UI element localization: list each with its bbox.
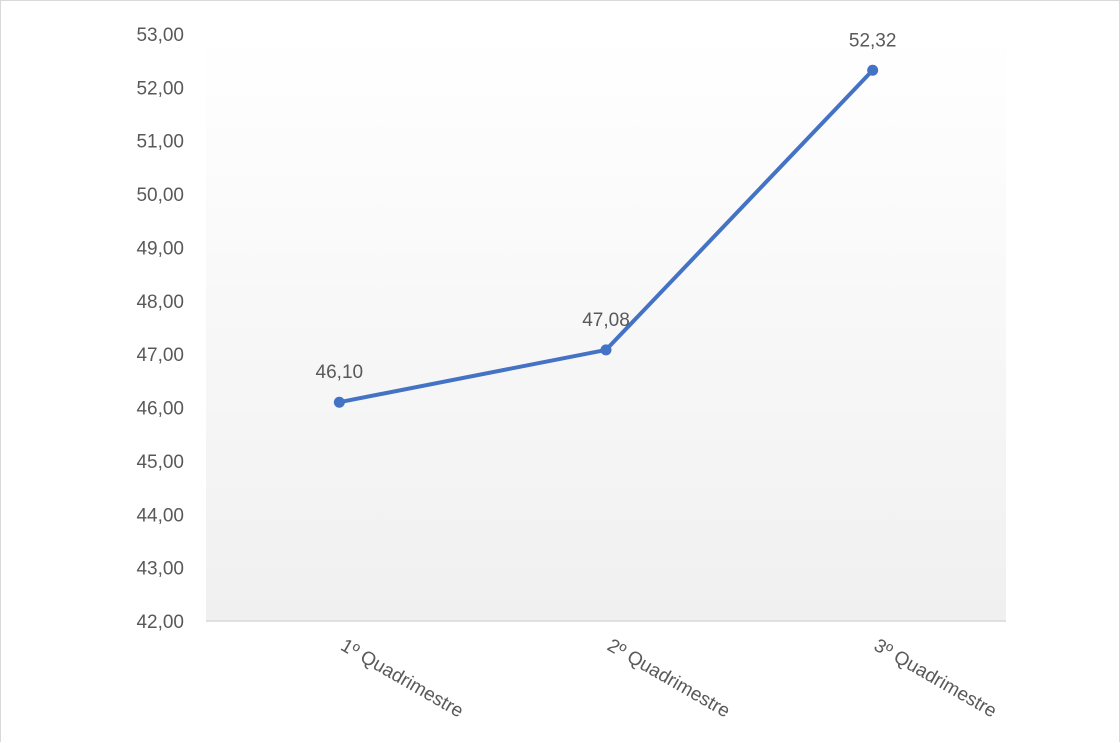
data-point [867,64,879,76]
plot-area [206,34,1006,621]
data-label: 47,08 [582,310,630,331]
y-tick-label: 51,00 [136,132,184,153]
y-tick-label: 46,00 [136,399,184,420]
y-tick-label: 48,00 [136,292,184,313]
data-label: 46,10 [316,362,364,383]
y-tick-label: 49,00 [136,238,184,259]
y-tick-label: 44,00 [136,505,184,526]
y-tick-label: 42,00 [136,612,184,633]
y-tick-label: 47,00 [136,345,184,366]
x-tick-label: 3º Quadrimestre [870,635,1000,722]
x-tick-label: 1º Quadrimestre [337,635,467,722]
y-tick-label: 52,00 [136,78,184,99]
x-axis: 1º Quadrimestre 2º Quadrimestre 3º Quadrim… [206,620,1006,722]
y-tick-label: 45,00 [136,452,184,473]
data-point [333,396,345,408]
y-axis: 42,00 43,00 44,00 45,00 46,00 47,00 48,00 49,00… [136,25,184,633]
x-tick-label: 2º Quadrimestre [604,635,734,722]
series-group: 46,10 47,08 52,32 [316,30,897,408]
data-label: 52,32 [849,30,897,51]
data-point [600,344,612,356]
y-tick-label: 50,00 [136,185,184,206]
y-tick-label: 53,00 [136,25,184,46]
y-tick-label: 43,00 [136,559,184,580]
